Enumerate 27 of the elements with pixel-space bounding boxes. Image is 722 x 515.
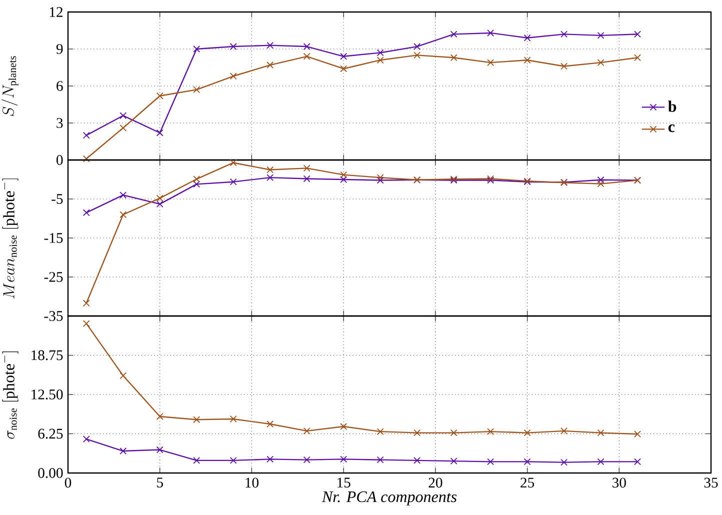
y-tick-label: -5 [52,194,63,204]
y-tick-label: 18.75 [32,350,63,360]
y-tick-label: 12.50 [32,390,63,400]
y-tick-label: 6.25 [38,428,63,439]
y-axis-title: $Mean_{\mathrm{noise}}\ [\mathrm{phote}^{-}]$ [2,178,18,299]
legend-label: b [668,100,676,112]
x-axis-title: Nr. PCA components [322,491,457,506]
y-tick-label: 0 [56,155,63,165]
y-tick-label: 6 [56,81,63,91]
x-tick-label: 25 [520,478,534,488]
x-tick-label: 0 [64,478,72,488]
legend-label: c [668,124,675,132]
y-tick-label: -25 [44,272,63,282]
x-tick-label: 30 [612,478,626,488]
y-tick-label: -35 [44,311,63,321]
x-tick-label: 10 [246,478,258,488]
y-tick-label: 0.00 [38,468,63,478]
y-tick-label: 12 [50,7,62,17]
x-tick-label: 20 [428,478,442,488]
x-tick-label: 35 [704,478,718,488]
y-tick-label: 3 [56,118,63,128]
x-tick-label: 15 [338,478,350,488]
y-axis-title: $\sigma_{\mathrm{noise}}\ [\mathrm{phote}^{-}]$ [2,351,18,439]
y-axis-title: $S/N_{\mathrm{planets}}$ [2,56,18,116]
y-tick-label: 9 [56,44,63,54]
x-tick-label: 5 [157,478,163,488]
y-tick-label: -15 [44,233,63,243]
